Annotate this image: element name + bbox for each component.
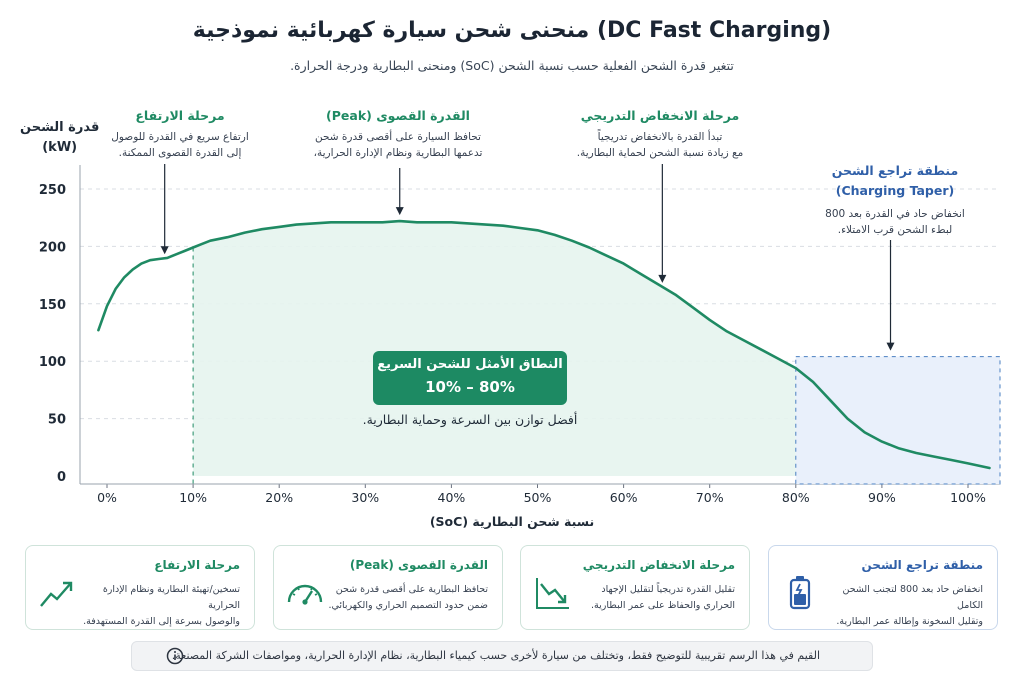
trend-up-icon [40, 581, 73, 607]
annotation-taper-title-line2: (Charging Taper) [835, 183, 955, 198]
y-tick-label: 250 [39, 183, 66, 198]
optimal-range-value: 10% – 80% [425, 378, 515, 396]
card-taper-line1: انخفاض حاد بعد 800 لتجنب الشحن الكامل [842, 584, 983, 611]
x-tick-label: 50% [524, 490, 552, 505]
optimal-range-badge: النطاق الأمثل للشحن السريع 10% – 80% [373, 351, 567, 405]
card-taper: منطقة تراجع الشحن انخفاض حاد بعد 800 لتج… [768, 545, 998, 630]
annotation-peak: القدرة القصوى (Peak) تحافظ السيارة على أ… [298, 108, 498, 161]
info-icon [166, 647, 184, 665]
annotation-peak-line1: تحافظ السيارة على أقصى قدرة شحن [315, 131, 481, 143]
card-peak: القدرة القصوى (Peak) تحافظ البطارية على … [273, 545, 503, 630]
card-decline-title: مرحلة الانخفاض التدريجي [582, 558, 735, 572]
optimal-range-title: النطاق الأمثل للشحن السريع [377, 357, 563, 372]
x-tick-label: 80% [782, 490, 810, 505]
annotation-decline-title: مرحلة الانخفاض التدريجي [580, 108, 740, 123]
x-axis-label: نسبة شحن البطارية (SoC) [429, 514, 595, 529]
annotation-taper: منطقة تراجع الشحن (Charging Taper) انخفا… [800, 162, 990, 238]
annotation-decline-line2: مع زيادة نسبة الشحن لحماية البطارية. [576, 147, 744, 159]
charging-curve-line [97, 219, 991, 470]
card-rise-line2: والوصول بسرعة إلى القدرة المستهدفة. [83, 616, 240, 627]
annotation-peak-title: القدرة القصوى (Peak) [326, 108, 470, 123]
annotation-peak-line2: تدعمها البطارية ونظام الإدارة الحرارية، [313, 147, 483, 159]
card-taper-body: انخفاض حاد بعد 800 لتجنب الشحن الكامل وت… [823, 582, 983, 630]
gauge-icon [287, 584, 323, 605]
card-taper-title: منطقة تراجع الشحن [861, 558, 984, 572]
annotation-rise-line1: ارتفاع سريع في القدرة للوصول [111, 131, 249, 143]
battery-icon [789, 576, 811, 610]
disclaimer-text: القيم في هذا الرسم تقريبية للتوضيح فقط، … [171, 649, 820, 662]
optimal-range-area [193, 221, 796, 476]
annotation-rise: مرحلة الارتفاع ارتفاع سريع في القدرة للو… [90, 108, 270, 161]
annotation-taper-line1: انخفاض حاد في القدرة بعد 800 [825, 208, 965, 220]
card-rise-line1: تسخين/تهيئة البطارية ونظام الإدارة الحرا… [102, 584, 240, 611]
peak-arrow-head [395, 207, 404, 216]
card-peak-line1: تحافظ البطارية على أقصى قدرة شحن [335, 584, 488, 595]
card-peak-title: القدرة القصوى (Peak) [349, 558, 488, 572]
rise-arrow-head [160, 246, 169, 255]
y-axis-unit-line2: (kW) [42, 140, 78, 155]
decline-arrow-head [658, 274, 667, 283]
annotation-rise-line2: إلى القدرة القصوى الممكنة. [118, 147, 242, 159]
annotation-rise-title: مرحلة الارتفاع [135, 108, 225, 123]
annotation-decline-line1: تبدأ القدرة بالانخفاض تدريجياً [597, 131, 723, 143]
card-decline-line2: الحراري والحفاظ على عمر البطارية. [591, 600, 735, 611]
card-decline-line1: تقليل القدرة تدريجياً لتقليل الإجهاد [601, 584, 735, 595]
y-tick-label: 200 [39, 240, 66, 255]
x-tick-label: 100% [950, 490, 986, 505]
card-rise-title: مرحلة الارتفاع [154, 558, 240, 572]
y-tick-label: 150 [39, 298, 66, 313]
optimal-range-note: أفضل توازن بين السرعة وحماية البطارية. [362, 412, 578, 427]
card-taper-line2: وتقليل السخونة وإطالة عمر البطارية. [836, 616, 983, 627]
trend-down-icon [536, 578, 569, 609]
x-tick-label: 0% [97, 490, 117, 505]
y-tick-label: 100 [39, 355, 66, 370]
y-axis-unit-line1: قدرة الشحن [20, 120, 100, 135]
annotation-taper-title-line1: منطقة تراجع الشحن [831, 163, 959, 178]
disclaimer-note: القيم في هذا الرسم تقريبية للتوضيح فقط، … [131, 641, 873, 671]
x-tick-label: 20% [265, 490, 293, 505]
x-tick-label: 70% [696, 490, 724, 505]
card-rise: مرحلة الارتفاع تسخين/تهيئة البطارية ونظا… [25, 545, 255, 630]
card-rise-body: تسخين/تهيئة البطارية ونظام الإدارة الحرا… [80, 582, 240, 630]
card-decline: مرحلة الانخفاض التدريجي تقليل القدرة تدر… [520, 545, 750, 630]
x-tick-label: 40% [438, 490, 466, 505]
taper-arrow-head [886, 342, 895, 351]
y-tick-label: 0 [57, 470, 66, 485]
card-peak-body: تحافظ البطارية على أقصى قدرة شحن ضمن حدو… [328, 582, 488, 614]
y-axis-unit: قدرة الشحن (kW) [20, 118, 99, 158]
chart-title: منحنى شحن سيارة كهربائية نموذجية (DC Fas… [192, 18, 832, 43]
x-tick-label: 90% [868, 490, 896, 505]
card-decline-body: تقليل القدرة تدريجياً لتقليل الإجهاد الح… [575, 582, 735, 614]
x-tick-label: 30% [351, 490, 379, 505]
card-peak-line2: ضمن حدود التصميم الحراري والكهربائي. [328, 600, 488, 611]
x-tick-label: 10% [179, 490, 207, 505]
annotation-decline: مرحلة الانخفاض التدريجي تبدأ القدرة بالا… [560, 108, 760, 161]
x-tick-label: 60% [610, 490, 638, 505]
y-tick-label: 50 [48, 413, 66, 428]
annotation-taper-line2: لبطء الشحن قرب الامتلاء. [837, 224, 953, 236]
chart-subtitle: تتغير قدرة الشحن الفعلية حسب نسبة الشحن … [290, 58, 734, 73]
